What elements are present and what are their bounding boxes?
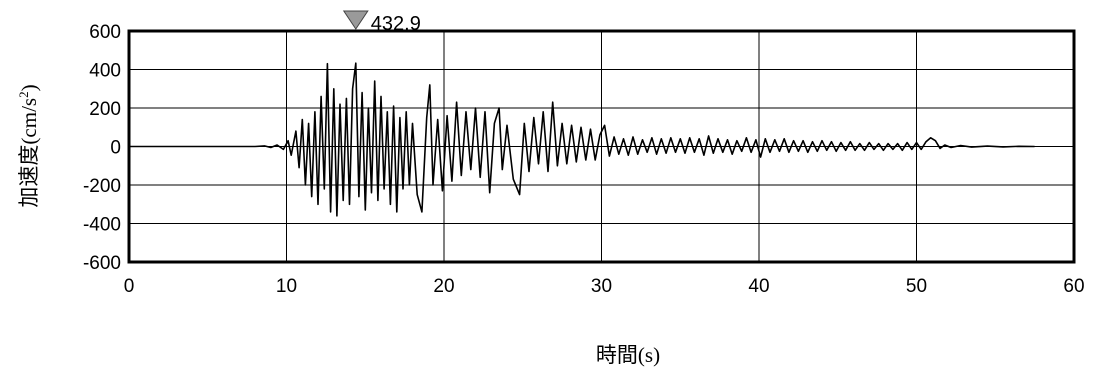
- x-tick-label: 20: [433, 276, 454, 297]
- peak-marker-triangle: [342, 10, 369, 30]
- series-line: [129, 62, 1035, 217]
- y-axis-label-close: ): [17, 84, 41, 91]
- y-axis-label-superscript: 2: [16, 91, 31, 98]
- x-tick-label: 40: [748, 276, 769, 297]
- series-layer: [129, 62, 1035, 217]
- plot-frame: [127, 29, 1076, 264]
- gridlines: [128, 30, 1075, 263]
- peak-marker: 432.9: [342, 10, 421, 35]
- y-tick-label: 600: [89, 22, 121, 43]
- x-tick-label: 30: [591, 276, 612, 297]
- y-axis-label: 加速度(cm/s2): [16, 84, 41, 207]
- y-tick-label: -200: [83, 176, 121, 197]
- peak-marker-label: 432.9: [371, 13, 421, 35]
- y-tick-label: 400: [89, 61, 121, 82]
- x-tick-label: 0: [124, 276, 135, 297]
- x-tick-label: 60: [1063, 276, 1084, 297]
- y-tick-label: 0: [110, 138, 121, 159]
- y-tick-label: 200: [89, 99, 121, 120]
- y-tick-label: -400: [83, 215, 121, 236]
- svg-text:加速度(cm/s2): 加速度(cm/s2): [16, 84, 41, 207]
- x-axis-label: 時間(s): [596, 343, 660, 367]
- y-axis-label-main: 加速度(cm/s: [17, 98, 41, 208]
- y-tick-label: -600: [83, 253, 121, 274]
- y-tick-labels: 600 400 200 0 -200 -400 -600: [83, 22, 121, 274]
- x-tick-label: 10: [276, 276, 297, 297]
- x-tick-label: 50: [906, 276, 927, 297]
- x-tick-labels: 0 10 20 30 40 50 60: [124, 276, 1085, 297]
